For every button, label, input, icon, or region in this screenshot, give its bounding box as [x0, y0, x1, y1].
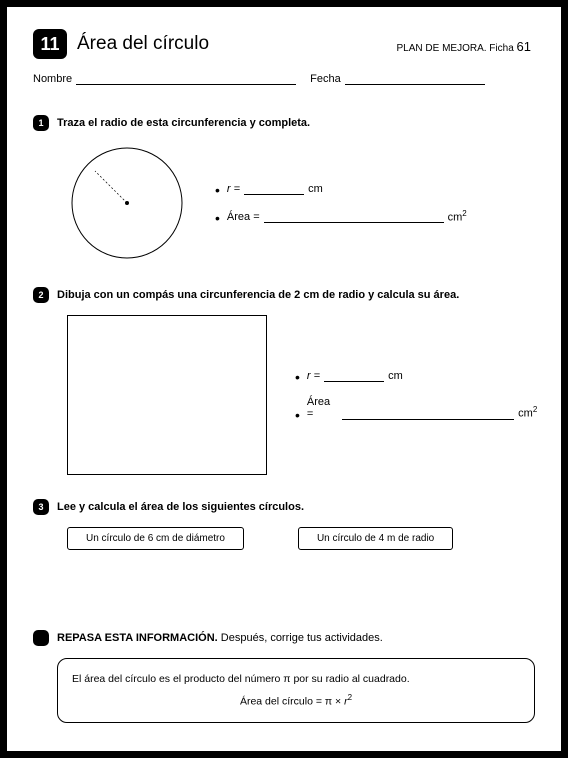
exercise-box-2: Un círculo de 4 m de radio [298, 527, 453, 550]
pi-symbol: π [283, 673, 290, 685]
task-2-area-line: • Área = cm2 [295, 396, 537, 420]
area-label: Área = [307, 396, 338, 420]
review-section: REPASA ESTA INFORMACIÓN. Después, corrig… [33, 630, 535, 723]
ficha-number: 61 [517, 39, 531, 54]
task-3-title: Lee y calcula el área de los siguientes … [57, 499, 304, 513]
task-2-head: 2 Dibuja con un compás una circunferenci… [33, 287, 535, 303]
r-input[interactable] [244, 183, 304, 195]
review-bold: REPASA ESTA INFORMACIÓN. [57, 632, 218, 644]
area-unit: cm2 [448, 209, 467, 224]
task-2-r-line: • r = cm [295, 370, 537, 382]
task-1-area-line: • Área = cm2 [215, 209, 467, 224]
bullet-dot: • [215, 185, 220, 195]
nombre-label: Nombre [33, 73, 72, 85]
area-input[interactable] [264, 211, 444, 223]
task-2-fills: • r = cm • Área = cm2 [295, 370, 537, 420]
task-3-buttons: Un círculo de 6 cm de diámetro Un círcul… [33, 527, 535, 550]
r-label: r = [307, 370, 320, 382]
review-text-a: El área del círculo es el producto del n… [72, 673, 283, 685]
review-formula: Área del círculo = π × r2 [72, 692, 520, 710]
plan-label: PLAN DE MEJORA. Ficha 61 [397, 39, 532, 54]
fecha-field: Fecha [310, 73, 485, 85]
task-3-head: 3 Lee y calcula el área de los siguiente… [33, 499, 535, 515]
task-2-title: Dibuja con un compás una circunferencia … [57, 287, 459, 301]
task-1-body: • r = cm • Área = cm2 [33, 143, 535, 263]
task-1-fills: • r = cm • Área = cm2 [215, 183, 467, 224]
task-1-bullet: 1 [33, 115, 49, 131]
name-date-row: Nombre Fecha [33, 73, 535, 85]
task-1-r-line: • r = cm [215, 183, 467, 195]
plan-prefix: PLAN DE MEJORA. Ficha [397, 43, 517, 54]
page-number-badge: 11 [33, 29, 67, 59]
r-label: r = [227, 183, 240, 195]
circle-diagram [67, 143, 187, 263]
task-2-bullet: 2 [33, 287, 49, 303]
formula-a: Área del círculo = [240, 695, 325, 707]
exercise-box-1: Un círculo de 6 cm de diámetro [67, 527, 244, 550]
task-2: 2 Dibuja con un compás una circunferenci… [33, 287, 535, 475]
review-head: REPASA ESTA INFORMACIÓN. Después, corrig… [33, 630, 535, 646]
drawing-box[interactable] [67, 315, 267, 475]
r-input[interactable] [324, 370, 384, 382]
task-2-body: • r = cm • Área = cm2 [33, 315, 535, 475]
task-1-title: Traza el radio de esta circunferencia y … [57, 115, 310, 129]
review-title: REPASA ESTA INFORMACIÓN. Después, corrig… [57, 630, 383, 644]
bullet-dot: • [215, 213, 220, 223]
review-line1: El área del círculo es el producto del n… [72, 671, 520, 688]
fecha-input-line[interactable] [345, 73, 485, 85]
page-title: Área del círculo [77, 33, 209, 55]
nombre-input-line[interactable] [76, 73, 296, 85]
squared: 2 [348, 693, 352, 702]
r-unit: cm [388, 370, 403, 382]
review-text-b: por su radio al cuadrado. [291, 673, 410, 685]
formula-b: × [332, 695, 344, 707]
task-3: 3 Lee y calcula el área de los siguiente… [33, 499, 535, 550]
fecha-label: Fecha [310, 73, 341, 85]
area-label: Área = [227, 211, 260, 223]
task-1-head: 1 Traza el radio de esta circunferencia … [33, 115, 535, 131]
bullet-dot: • [295, 372, 300, 382]
task-1: 1 Traza el radio de esta circunferencia … [33, 115, 535, 263]
bullet-dot: • [295, 410, 300, 420]
review-bullet [33, 630, 49, 646]
task-3-bullet: 3 [33, 499, 49, 515]
area-input[interactable] [342, 408, 514, 420]
review-box: El área del círculo es el producto del n… [57, 658, 535, 723]
r-unit: cm [308, 183, 323, 195]
nombre-field: Nombre [33, 73, 296, 85]
review-rest: Después, corrige tus actividades. [218, 632, 383, 644]
area-unit: cm2 [518, 405, 537, 420]
